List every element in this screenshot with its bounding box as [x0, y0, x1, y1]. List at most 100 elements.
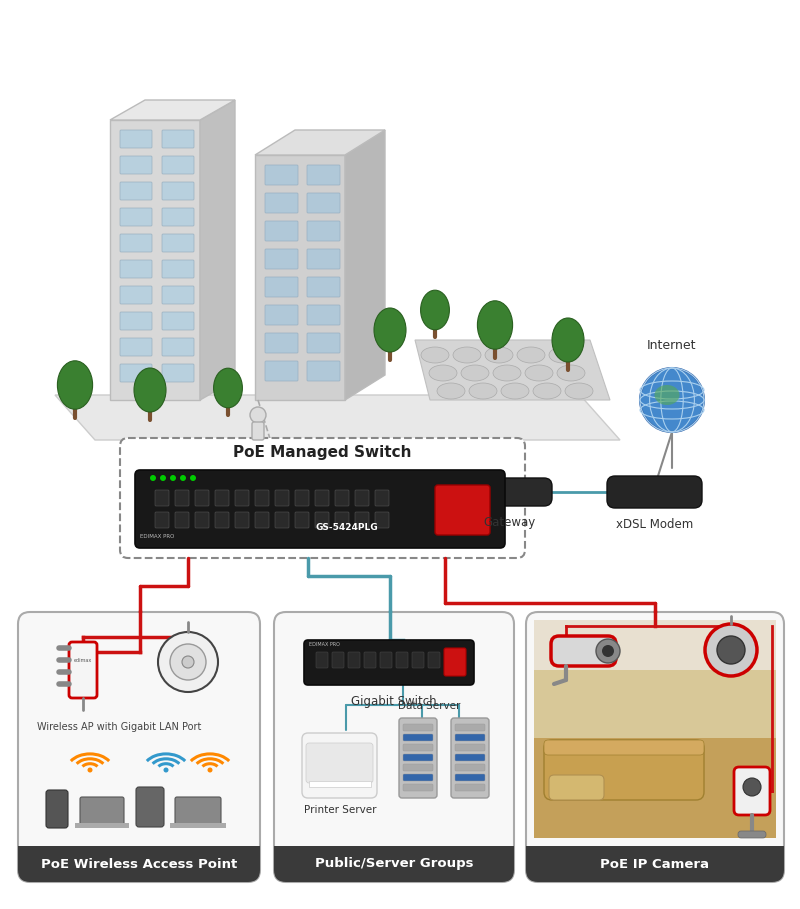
Ellipse shape — [453, 347, 481, 363]
FancyBboxPatch shape — [307, 249, 340, 269]
FancyBboxPatch shape — [403, 754, 433, 761]
Circle shape — [190, 475, 196, 481]
FancyBboxPatch shape — [69, 642, 97, 698]
FancyBboxPatch shape — [412, 652, 424, 668]
FancyBboxPatch shape — [455, 744, 485, 751]
FancyBboxPatch shape — [162, 312, 194, 330]
Bar — [170, 823, 226, 828]
FancyBboxPatch shape — [162, 338, 194, 356]
FancyBboxPatch shape — [162, 260, 194, 278]
Ellipse shape — [557, 365, 585, 381]
FancyBboxPatch shape — [265, 361, 298, 381]
FancyBboxPatch shape — [120, 286, 152, 304]
FancyBboxPatch shape — [307, 305, 340, 325]
FancyBboxPatch shape — [18, 612, 260, 882]
FancyBboxPatch shape — [455, 754, 485, 761]
FancyBboxPatch shape — [403, 734, 433, 741]
FancyBboxPatch shape — [120, 438, 525, 558]
FancyBboxPatch shape — [18, 846, 260, 882]
Ellipse shape — [421, 347, 449, 363]
FancyBboxPatch shape — [549, 775, 604, 800]
FancyBboxPatch shape — [435, 485, 490, 535]
FancyBboxPatch shape — [526, 612, 784, 882]
Circle shape — [158, 632, 218, 692]
FancyBboxPatch shape — [335, 512, 349, 528]
FancyBboxPatch shape — [120, 364, 152, 382]
Circle shape — [180, 475, 186, 481]
FancyBboxPatch shape — [162, 234, 194, 252]
Polygon shape — [255, 155, 345, 400]
Ellipse shape — [517, 347, 545, 363]
FancyBboxPatch shape — [403, 744, 433, 751]
Circle shape — [640, 368, 704, 432]
FancyBboxPatch shape — [307, 277, 340, 297]
FancyBboxPatch shape — [252, 422, 264, 440]
FancyBboxPatch shape — [274, 846, 514, 882]
FancyBboxPatch shape — [348, 652, 360, 668]
Bar — [534, 670, 776, 738]
Text: xDSL Modem: xDSL Modem — [616, 518, 694, 531]
Circle shape — [170, 644, 206, 680]
Bar — [274, 846, 514, 864]
FancyBboxPatch shape — [265, 249, 298, 269]
FancyBboxPatch shape — [175, 490, 189, 506]
FancyBboxPatch shape — [162, 364, 194, 382]
Circle shape — [596, 639, 620, 663]
Ellipse shape — [429, 365, 457, 381]
FancyBboxPatch shape — [316, 652, 328, 668]
FancyBboxPatch shape — [455, 734, 485, 741]
FancyBboxPatch shape — [396, 652, 408, 668]
Text: PoE IP Camera: PoE IP Camera — [601, 857, 710, 871]
Text: EDIMAX PRO: EDIMAX PRO — [140, 534, 174, 539]
FancyBboxPatch shape — [307, 333, 340, 353]
FancyBboxPatch shape — [235, 512, 249, 528]
FancyBboxPatch shape — [551, 636, 616, 666]
Ellipse shape — [525, 365, 553, 381]
Ellipse shape — [552, 318, 584, 362]
FancyBboxPatch shape — [403, 774, 433, 781]
FancyBboxPatch shape — [195, 490, 209, 506]
Circle shape — [717, 636, 745, 664]
FancyBboxPatch shape — [265, 165, 298, 185]
Text: Wireless AP with Gigabit LAN Port: Wireless AP with Gigabit LAN Port — [37, 722, 201, 732]
FancyBboxPatch shape — [428, 652, 440, 668]
Ellipse shape — [374, 308, 406, 352]
Circle shape — [150, 475, 156, 481]
FancyBboxPatch shape — [307, 193, 340, 213]
FancyBboxPatch shape — [526, 846, 784, 882]
FancyBboxPatch shape — [455, 784, 485, 791]
Polygon shape — [255, 130, 385, 155]
Bar — [526, 846, 784, 864]
FancyBboxPatch shape — [255, 512, 269, 528]
FancyBboxPatch shape — [304, 640, 474, 685]
FancyBboxPatch shape — [162, 182, 194, 200]
Ellipse shape — [421, 290, 450, 330]
FancyBboxPatch shape — [136, 787, 164, 827]
FancyBboxPatch shape — [265, 333, 298, 353]
Bar — [75, 823, 129, 828]
Polygon shape — [110, 100, 235, 120]
FancyBboxPatch shape — [455, 764, 485, 771]
Circle shape — [182, 656, 194, 668]
FancyBboxPatch shape — [738, 831, 766, 838]
Text: edimax: edimax — [74, 658, 92, 663]
Ellipse shape — [469, 383, 497, 399]
FancyBboxPatch shape — [120, 260, 152, 278]
Ellipse shape — [501, 383, 529, 399]
Text: EDIMAX PRO: EDIMAX PRO — [309, 642, 340, 647]
Ellipse shape — [461, 365, 489, 381]
Circle shape — [743, 778, 761, 796]
FancyBboxPatch shape — [155, 512, 169, 528]
FancyBboxPatch shape — [162, 208, 194, 226]
FancyBboxPatch shape — [403, 784, 433, 791]
Text: Data Server: Data Server — [398, 701, 460, 711]
Ellipse shape — [485, 347, 513, 363]
FancyBboxPatch shape — [355, 490, 369, 506]
Polygon shape — [55, 395, 620, 440]
FancyBboxPatch shape — [451, 718, 489, 798]
FancyBboxPatch shape — [332, 652, 344, 668]
FancyBboxPatch shape — [295, 512, 309, 528]
Bar — [534, 620, 776, 670]
Ellipse shape — [549, 347, 577, 363]
Circle shape — [170, 475, 176, 481]
